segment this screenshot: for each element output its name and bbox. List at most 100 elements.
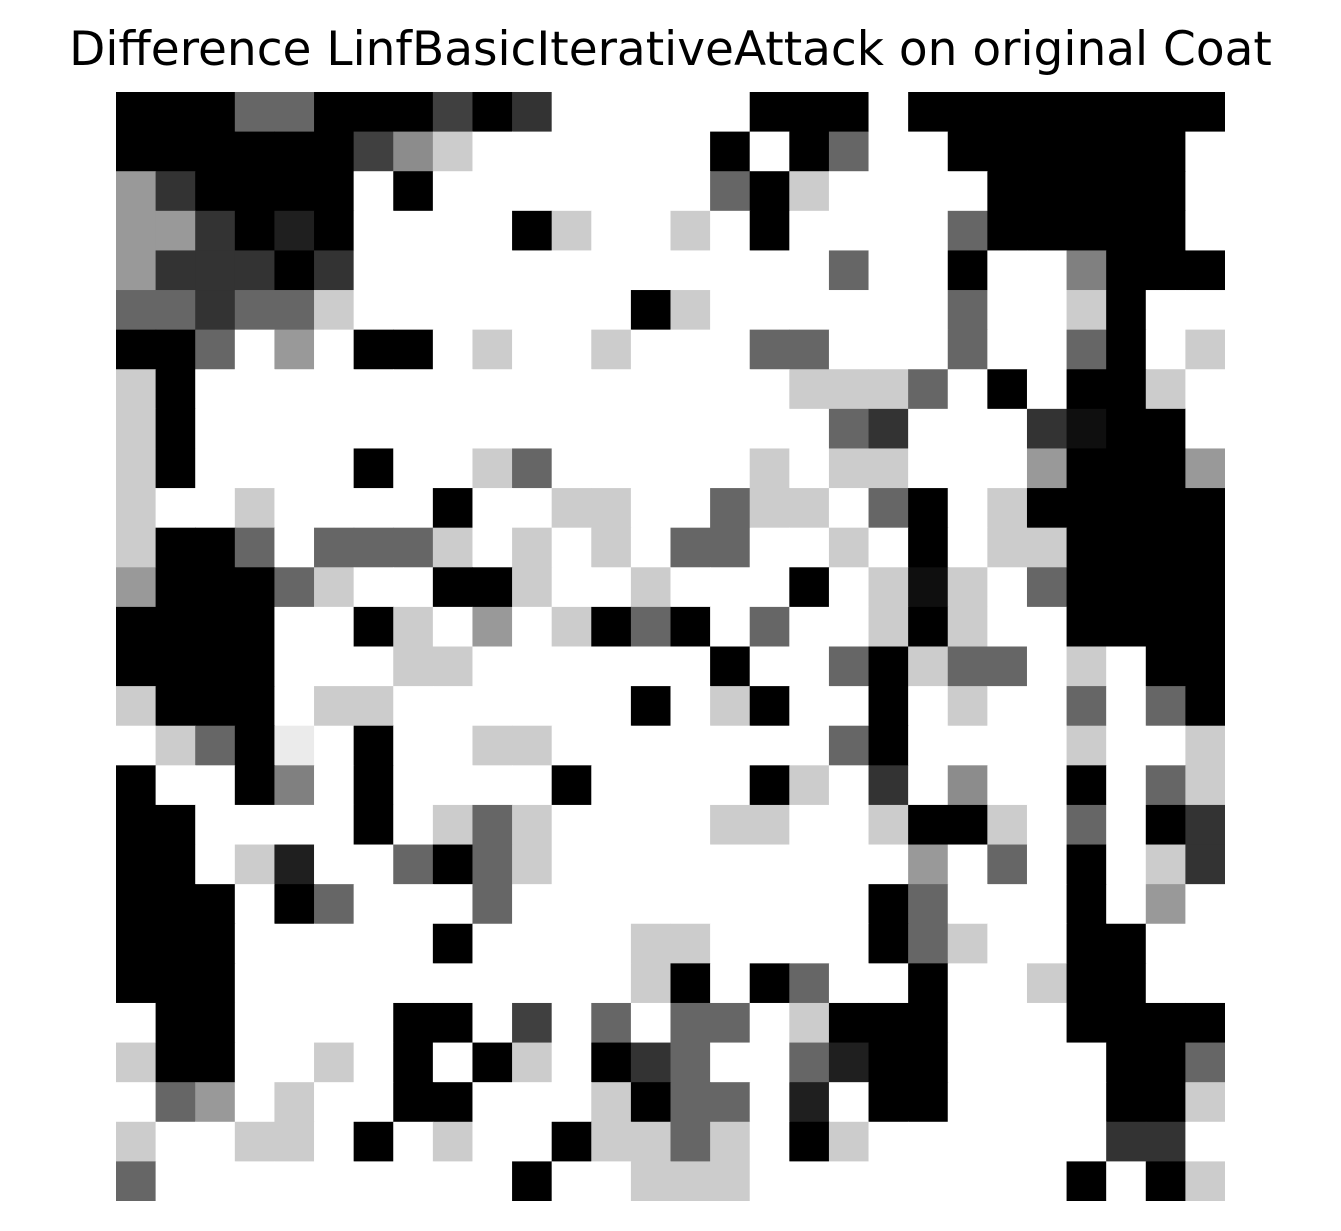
- heatmap-cell-r1-c21: [947, 131, 988, 172]
- heatmap-cell-r17-c2: [195, 765, 236, 806]
- heatmap-cell-r0-c9: [472, 92, 513, 133]
- heatmap-cell-r26-c24: [1066, 1121, 1107, 1162]
- heatmap-cell-r2-c5: [314, 171, 355, 212]
- heatmap-cell-r18-c18: [828, 804, 870, 846]
- heatmap-cell-r24-c5: [314, 1042, 355, 1083]
- heatmap-cell-r1-c17: [789, 131, 830, 172]
- heatmap-cell-r27-c18: [828, 1161, 870, 1201]
- heatmap-cell-r21-c23: [1026, 923, 1068, 964]
- heatmap-cell-r24-c1: [155, 1042, 196, 1083]
- heatmap-cell-r19-c2: [195, 844, 236, 885]
- heatmap-cell-r20-c7: [393, 884, 434, 925]
- heatmap-cell-r2-c13: [630, 171, 672, 212]
- heatmap-cell-r2-c3: [234, 171, 276, 212]
- heatmap-cell-r26-c1: [155, 1121, 196, 1162]
- heatmap-cell-r8-c13: [630, 408, 672, 450]
- heatmap-cell-r24-c22: [987, 1042, 1028, 1083]
- heatmap-cell-r25-c16: [749, 1082, 790, 1123]
- heatmap-cell-r0-c25: [1106, 92, 1147, 133]
- heatmap-cell-r26-c23: [1026, 1121, 1068, 1162]
- heatmap-cell-r8-c4: [274, 408, 315, 450]
- heatmap-cell-r18-c17: [789, 804, 830, 846]
- heatmap-cell-r9-c4: [274, 448, 315, 489]
- heatmap-cell-r19-c6: [353, 844, 394, 885]
- heatmap-cell-r4-c16: [749, 250, 790, 291]
- heatmap-cell-r3-c17: [789, 210, 830, 252]
- heatmap-cell-r3-c26: [1145, 210, 1186, 252]
- heatmap-cell-r11-c16: [749, 527, 790, 568]
- heatmap-cell-r21-c4: [274, 923, 315, 964]
- heatmap-cell-r8-c9: [472, 408, 513, 450]
- heatmap-cell-r16-c22: [987, 725, 1028, 766]
- heatmap-cell-r4-c25: [1106, 250, 1147, 291]
- heatmap-cell-r20-c20: [908, 884, 949, 925]
- heatmap-cell-r23-c6: [353, 1002, 394, 1044]
- heatmap-cell-r17-c18: [828, 765, 870, 806]
- heatmap-cell-r10-c10: [512, 488, 553, 529]
- heatmap-cell-r12-c26: [1145, 567, 1186, 608]
- heatmap-cell-r17-c26: [1145, 765, 1186, 806]
- heatmap-cell-r12-c9: [472, 567, 513, 608]
- heatmap-cell-r12-c4: [274, 567, 315, 608]
- heatmap-cell-r2-c4: [274, 171, 315, 212]
- heatmap-cell-r0-c22: [987, 92, 1028, 133]
- heatmap-cell-r17-c8: [432, 765, 474, 806]
- heatmap-cell-r27-c4: [274, 1161, 315, 1201]
- heatmap-cell-r16-c16: [749, 725, 790, 766]
- heatmap-cell-r0-c13: [630, 92, 672, 133]
- heatmap-cell-r4-c0: [116, 250, 157, 291]
- heatmap-cell-r8-c6: [353, 408, 394, 450]
- heatmap-cell-r4-c6: [353, 250, 394, 291]
- heatmap-cell-r1-c12: [591, 131, 632, 172]
- heatmap-cell-r11-c23: [1026, 527, 1068, 568]
- heatmap-cell-r5-c24: [1066, 290, 1107, 331]
- heatmap-cell-r18-c23: [1026, 804, 1068, 846]
- heatmap-cell-r5-c6: [353, 290, 394, 331]
- heatmap-cell-r2-c21: [947, 171, 988, 212]
- heatmap-cell-r22-c3: [234, 963, 276, 1004]
- heatmap-cell-r26-c3: [234, 1121, 276, 1162]
- heatmap-cell-r22-c26: [1145, 963, 1186, 1004]
- heatmap-cell-r10-c18: [828, 488, 870, 529]
- heatmap-cell-r2-c17: [789, 171, 830, 212]
- heatmap-cell-r6-c23: [1026, 329, 1068, 370]
- heatmap-cell-r17-c9: [472, 765, 513, 806]
- heatmap-cell-r1-c13: [630, 131, 672, 172]
- heatmap-cell-r19-c4: [274, 844, 315, 885]
- heatmap-cell-r7-c7: [393, 369, 434, 410]
- heatmap-cell-r13-c19: [868, 606, 909, 648]
- heatmap-cell-r17-c3: [234, 765, 276, 806]
- heatmap-cell-r6-c8: [432, 329, 474, 370]
- heatmap-cell-r6-c2: [195, 329, 236, 370]
- heatmap-cell-r24-c11: [551, 1042, 592, 1083]
- heatmap-cell-r17-c20: [908, 765, 949, 806]
- heatmap-cell-r6-c13: [630, 329, 672, 370]
- heatmap-cell-r20-c10: [512, 884, 553, 925]
- heatmap-cell-r11-c26: [1145, 527, 1186, 568]
- heatmap-cell-r3-c27: [1185, 210, 1225, 252]
- heatmap-cell-r22-c18: [828, 963, 870, 1004]
- heatmap-cell-r11-c0: [116, 527, 157, 568]
- heatmap-cell-r26-c5: [314, 1121, 355, 1162]
- heatmap-cell-r3-c25: [1106, 210, 1147, 252]
- heatmap-cell-r19-c12: [591, 844, 632, 885]
- heatmap-cell-r22-c9: [472, 963, 513, 1004]
- heatmap-cell-r24-c19: [868, 1042, 909, 1083]
- heatmap-cell-r4-c8: [432, 250, 474, 291]
- heatmap-cell-r3-c6: [353, 210, 394, 252]
- heatmap-cell-r16-c14: [670, 725, 711, 766]
- heatmap-cell-r6-c3: [234, 329, 276, 370]
- heatmap-cell-r23-c8: [432, 1002, 474, 1044]
- heatmap-cell-r8-c10: [512, 408, 553, 450]
- heatmap-cell-r21-c7: [393, 923, 434, 964]
- heatmap-cell-r4-c11: [551, 250, 592, 291]
- heatmap-cell-r27-c15: [710, 1161, 751, 1201]
- heatmap-cell-r21-c9: [472, 923, 513, 964]
- heatmap-cell-r3-c3: [234, 210, 276, 252]
- heatmap-cell-r18-c20: [908, 804, 949, 846]
- heatmap-cell-r8-c17: [789, 408, 830, 450]
- heatmap-cell-r22-c7: [393, 963, 434, 1004]
- heatmap-cell-r3-c23: [1026, 210, 1068, 252]
- heatmap-cell-r11-c20: [908, 527, 949, 568]
- heatmap-cell-r26-c21: [947, 1121, 988, 1162]
